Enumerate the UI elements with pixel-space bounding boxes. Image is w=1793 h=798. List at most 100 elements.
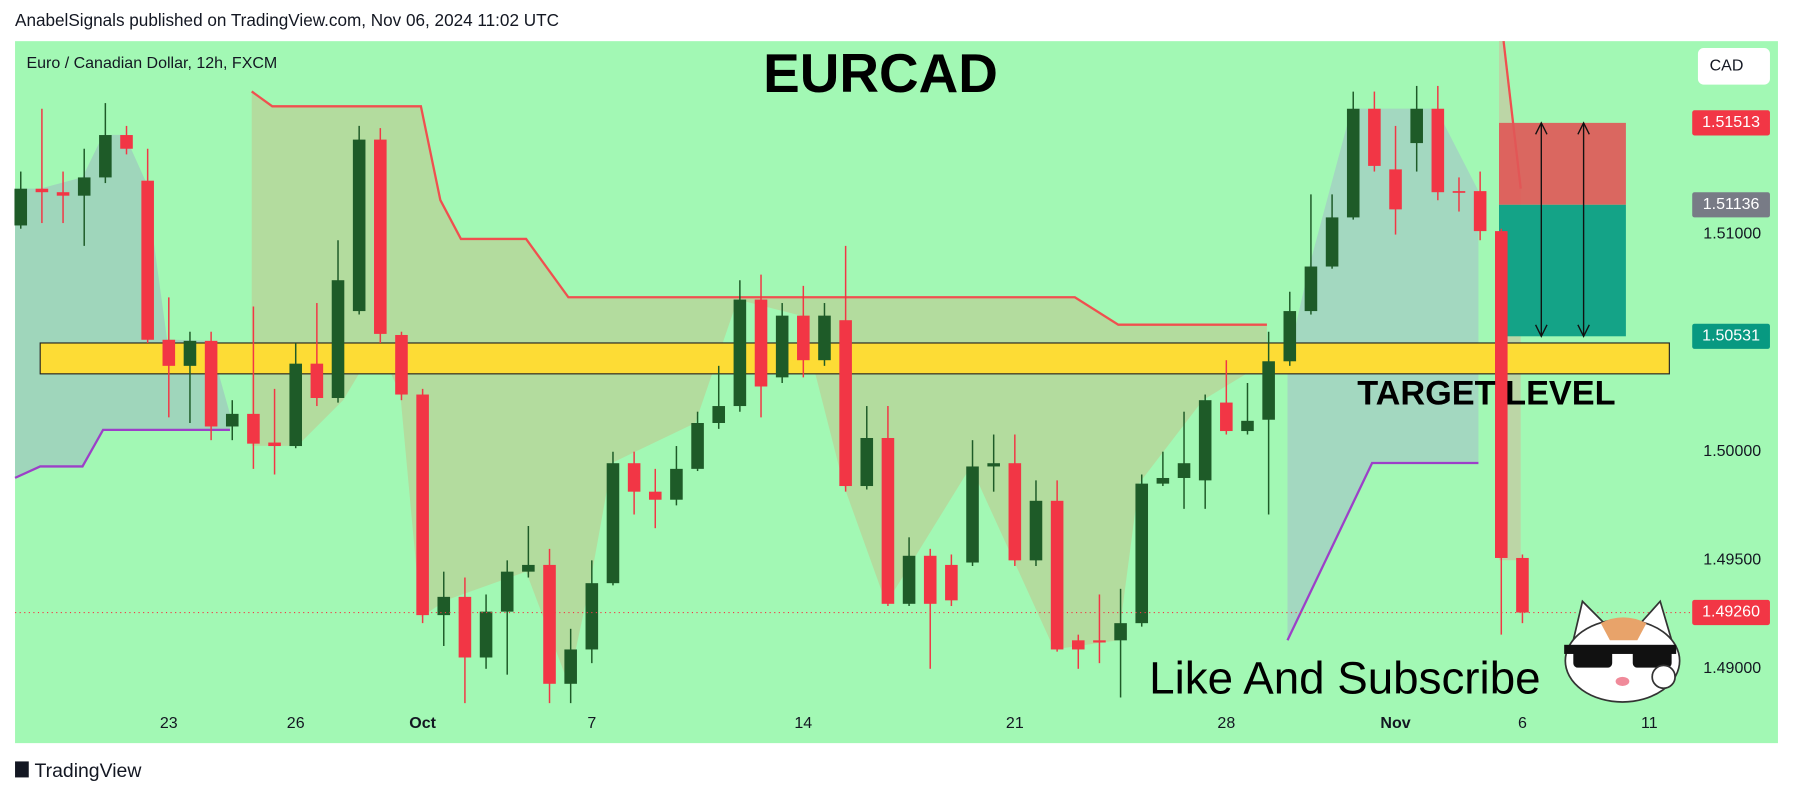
cat-sticker <box>1564 599 1681 703</box>
candle-body <box>987 463 1000 467</box>
y-tick-label: 1.49500 <box>1703 552 1761 569</box>
candle-body <box>1516 557 1529 613</box>
candle-body <box>1177 463 1191 478</box>
candle-body <box>14 188 28 226</box>
candle-body <box>99 135 112 178</box>
candle-body <box>1473 191 1487 232</box>
target-zone <box>39 342 1670 375</box>
support-line <box>1286 461 1479 641</box>
candle-body <box>522 564 535 572</box>
measure-arrowhead <box>1534 324 1548 338</box>
last-price-label: 1.49260 <box>1702 604 1760 621</box>
x-tick-label: 21 <box>1006 715 1024 732</box>
candle-body <box>183 340 197 366</box>
x-tick-label: 11 <box>1641 715 1658 732</box>
x-tick-label: 14 <box>794 715 812 732</box>
candle-body <box>1135 483 1149 624</box>
brand-name[interactable]: TradingView <box>34 760 142 782</box>
candle-body <box>966 466 979 563</box>
candle-body <box>923 555 937 604</box>
candle-body <box>289 363 303 447</box>
y-tick-label: 1.49000 <box>1703 660 1761 677</box>
chart-title: EURCAD <box>763 42 998 104</box>
x-tick-label: 7 <box>587 715 596 732</box>
resistance-line <box>251 90 1267 326</box>
y-tick-label: 1.50000 <box>1703 443 1761 460</box>
candle-body <box>585 583 599 650</box>
x-tick-label: 28 <box>1217 715 1235 732</box>
candle-body <box>543 564 556 684</box>
measure-arrowhead <box>1534 121 1548 135</box>
candle-body <box>564 649 577 684</box>
x-tick-label: Nov <box>1380 715 1410 732</box>
candle-body <box>1050 500 1064 650</box>
candle-body <box>902 555 916 604</box>
candle-body <box>1346 108 1360 218</box>
candle-body <box>352 139 366 312</box>
candle-body <box>141 180 154 340</box>
candle-body <box>1114 623 1127 641</box>
candle-body <box>1368 108 1381 166</box>
candle-body <box>860 437 874 487</box>
candle-body <box>1071 640 1085 650</box>
candle-body <box>670 468 683 500</box>
y-tick-label: 1.51000 <box>1703 226 1761 243</box>
measure-arrowhead <box>1577 121 1590 135</box>
candle-body <box>1241 420 1254 432</box>
candle-body <box>1283 311 1297 362</box>
x-tick-label: 23 <box>160 715 178 732</box>
candle-body <box>35 188 49 193</box>
measure-arrowhead <box>1577 324 1590 338</box>
candle-body <box>458 596 472 658</box>
last-price-box <box>1692 599 1770 626</box>
reward-box <box>1499 204 1626 337</box>
candle-body <box>1220 402 1233 432</box>
target-price-label: 1.50531 <box>1702 328 1760 345</box>
candle-body <box>120 135 133 149</box>
candle-body <box>1093 640 1106 643</box>
candle-body <box>247 413 260 444</box>
candle-body <box>945 564 958 601</box>
candle-body <box>1198 400 1212 481</box>
x-tick-label: 6 <box>1518 715 1527 732</box>
subscribe-annotation: Like And Subscribe <box>1149 652 1540 703</box>
candle-body <box>77 177 91 196</box>
candle-body <box>331 280 345 399</box>
candle-body <box>225 413 239 427</box>
candle-body <box>712 406 726 424</box>
candle-body <box>1325 217 1339 267</box>
currency-label: CAD <box>1710 58 1744 75</box>
target-level-annotation: TARGET LEVEL <box>1357 375 1615 413</box>
candle-body <box>479 611 493 658</box>
candle-body <box>1452 191 1466 193</box>
candle-body <box>1156 477 1170 484</box>
stop-price-box <box>1692 110 1770 136</box>
candle-body <box>1389 169 1402 210</box>
candle-body <box>310 363 324 399</box>
candle-body <box>1304 266 1318 312</box>
candle-body <box>818 315 831 361</box>
entry-price-box <box>1692 192 1770 218</box>
brand-logo <box>15 761 29 778</box>
publish-header: AnabelSignals published on TradingView.c… <box>15 10 559 30</box>
candle-body <box>374 139 387 334</box>
trend-fill <box>15 134 230 478</box>
candle-body <box>1262 361 1275 420</box>
candle-body <box>1410 108 1423 144</box>
risk-box <box>1499 122 1626 205</box>
candle-body <box>204 340 218 427</box>
candle-body <box>1495 231 1508 558</box>
candle-body <box>395 334 408 395</box>
support-line <box>14 428 230 479</box>
candle-body <box>648 491 662 500</box>
symbol-description: Euro / Canadian Dollar, 12h, FXCM <box>26 55 277 72</box>
candle-body <box>733 299 747 407</box>
candle-body <box>775 315 789 378</box>
currency-badge[interactable] <box>1697 48 1770 85</box>
candle-body <box>1431 108 1445 193</box>
stop-price-label: 1.51513 <box>1702 114 1760 131</box>
x-tick-label: 26 <box>287 715 305 732</box>
candle-body <box>691 423 704 469</box>
candle-body <box>1008 463 1022 561</box>
